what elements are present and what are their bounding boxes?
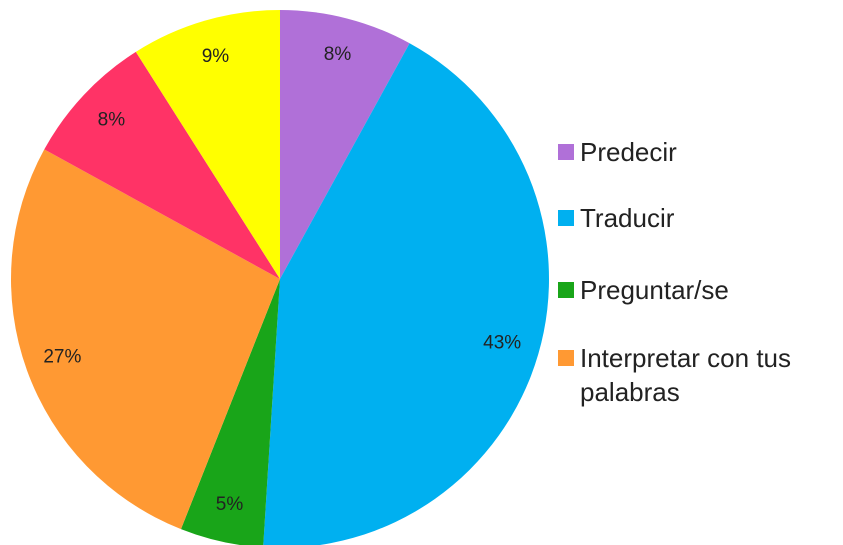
pie-slice: [263, 43, 549, 545]
legend-label: Interpretar con tus palabras: [580, 343, 791, 407]
pie-slice: [44, 51, 281, 279]
slice-label: 8%: [98, 110, 126, 131]
legend-swatch: [558, 210, 574, 226]
legend-label: Preguntar/se: [580, 275, 729, 305]
legend-swatch: [558, 350, 574, 366]
legend-label: Predecir: [580, 137, 677, 167]
pie-slice: [280, 10, 410, 279]
legend-entry: Preguntar/se: [558, 273, 838, 307]
legend-entry: Traducir: [558, 201, 838, 235]
slice-label: 5%: [216, 494, 244, 515]
legend-swatch: [558, 282, 574, 298]
legend-label: Traducir: [580, 203, 675, 233]
slice-label: 8%: [324, 44, 352, 65]
legend-entry: Predecir: [558, 135, 838, 169]
pie-slice: [180, 279, 280, 545]
slice-label: 9%: [202, 46, 230, 67]
pie-slice: [135, 10, 280, 279]
pie-slice: [11, 149, 281, 530]
slice-label: 43%: [483, 333, 521, 354]
legend-swatch: [558, 144, 574, 160]
slice-label: 27%: [43, 346, 81, 367]
legend-entry: Interpretar con tus palabras: [558, 341, 838, 409]
